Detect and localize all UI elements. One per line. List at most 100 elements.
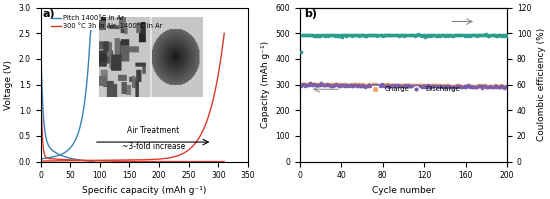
Point bbox=[457, 85, 466, 89]
Point bbox=[380, 34, 389, 37]
Point bbox=[470, 84, 479, 87]
Point bbox=[403, 84, 412, 87]
Point bbox=[305, 83, 314, 86]
Point bbox=[390, 84, 399, 87]
Point bbox=[370, 84, 379, 87]
Point bbox=[373, 84, 382, 87]
Point bbox=[493, 85, 502, 88]
Point bbox=[493, 86, 502, 89]
Point bbox=[302, 33, 311, 36]
Point bbox=[341, 83, 350, 87]
Point bbox=[426, 86, 434, 89]
Point bbox=[377, 83, 386, 86]
Point bbox=[322, 34, 331, 37]
Point bbox=[331, 34, 339, 37]
Point bbox=[319, 82, 328, 86]
Point bbox=[420, 84, 428, 87]
Point bbox=[332, 82, 340, 85]
Point bbox=[375, 84, 384, 87]
Point bbox=[332, 82, 340, 85]
Point bbox=[359, 84, 367, 87]
Point bbox=[301, 34, 310, 37]
Point bbox=[443, 34, 452, 37]
Point bbox=[439, 84, 448, 87]
Point bbox=[366, 84, 375, 87]
Point bbox=[416, 34, 425, 37]
Point bbox=[475, 84, 483, 87]
Point bbox=[356, 34, 365, 37]
Point bbox=[387, 83, 395, 86]
Point bbox=[435, 84, 444, 87]
Point bbox=[457, 85, 466, 88]
Point bbox=[355, 83, 364, 87]
Point bbox=[361, 34, 370, 37]
Point bbox=[412, 83, 421, 87]
Point bbox=[428, 34, 437, 37]
Point bbox=[458, 33, 467, 36]
Point bbox=[328, 33, 337, 36]
Point bbox=[450, 85, 459, 88]
Point bbox=[490, 84, 499, 87]
Point bbox=[397, 34, 406, 37]
Point bbox=[449, 85, 458, 89]
Point bbox=[307, 83, 316, 86]
Point bbox=[423, 85, 432, 88]
Point bbox=[379, 34, 388, 37]
Point bbox=[351, 83, 360, 86]
Point bbox=[317, 33, 326, 36]
Point bbox=[381, 84, 390, 87]
Point bbox=[366, 33, 375, 36]
Point bbox=[358, 33, 366, 37]
Point bbox=[485, 85, 494, 88]
Point bbox=[353, 84, 361, 87]
Point bbox=[437, 34, 446, 37]
Point bbox=[479, 85, 488, 88]
Point bbox=[497, 84, 506, 88]
Point bbox=[307, 34, 316, 37]
Point bbox=[360, 84, 368, 87]
Point bbox=[452, 85, 461, 88]
Point bbox=[470, 84, 478, 87]
Point bbox=[478, 33, 487, 37]
Point bbox=[429, 34, 438, 37]
Point bbox=[430, 84, 439, 87]
Point bbox=[343, 34, 352, 37]
Text: ~3-fold increase: ~3-fold increase bbox=[122, 142, 185, 151]
Point bbox=[394, 84, 403, 87]
Point bbox=[347, 34, 356, 37]
Point bbox=[459, 33, 468, 37]
Point bbox=[300, 84, 309, 87]
Point bbox=[396, 84, 405, 88]
Point bbox=[462, 34, 471, 37]
Point bbox=[351, 83, 360, 86]
Point bbox=[422, 34, 431, 37]
Point bbox=[312, 82, 321, 86]
Point bbox=[464, 85, 473, 88]
Point bbox=[393, 83, 402, 86]
Point bbox=[465, 85, 474, 88]
Point bbox=[487, 85, 496, 88]
Point bbox=[364, 84, 372, 87]
Point bbox=[299, 83, 308, 86]
Point bbox=[387, 84, 395, 88]
Point bbox=[485, 34, 494, 37]
Point bbox=[401, 84, 410, 87]
Point bbox=[326, 83, 335, 86]
Point bbox=[393, 84, 402, 87]
Point bbox=[342, 83, 351, 87]
Point bbox=[394, 34, 403, 37]
Point bbox=[309, 84, 317, 87]
Point bbox=[454, 84, 463, 87]
Point bbox=[494, 84, 503, 88]
Point bbox=[388, 83, 397, 87]
Point bbox=[374, 84, 383, 87]
Point bbox=[503, 85, 512, 88]
Point bbox=[353, 33, 362, 37]
Point bbox=[482, 33, 491, 36]
Point bbox=[370, 85, 379, 89]
Point bbox=[362, 33, 371, 37]
Point bbox=[375, 83, 384, 86]
Point bbox=[498, 33, 507, 37]
Point bbox=[412, 84, 421, 87]
Point bbox=[317, 82, 326, 85]
